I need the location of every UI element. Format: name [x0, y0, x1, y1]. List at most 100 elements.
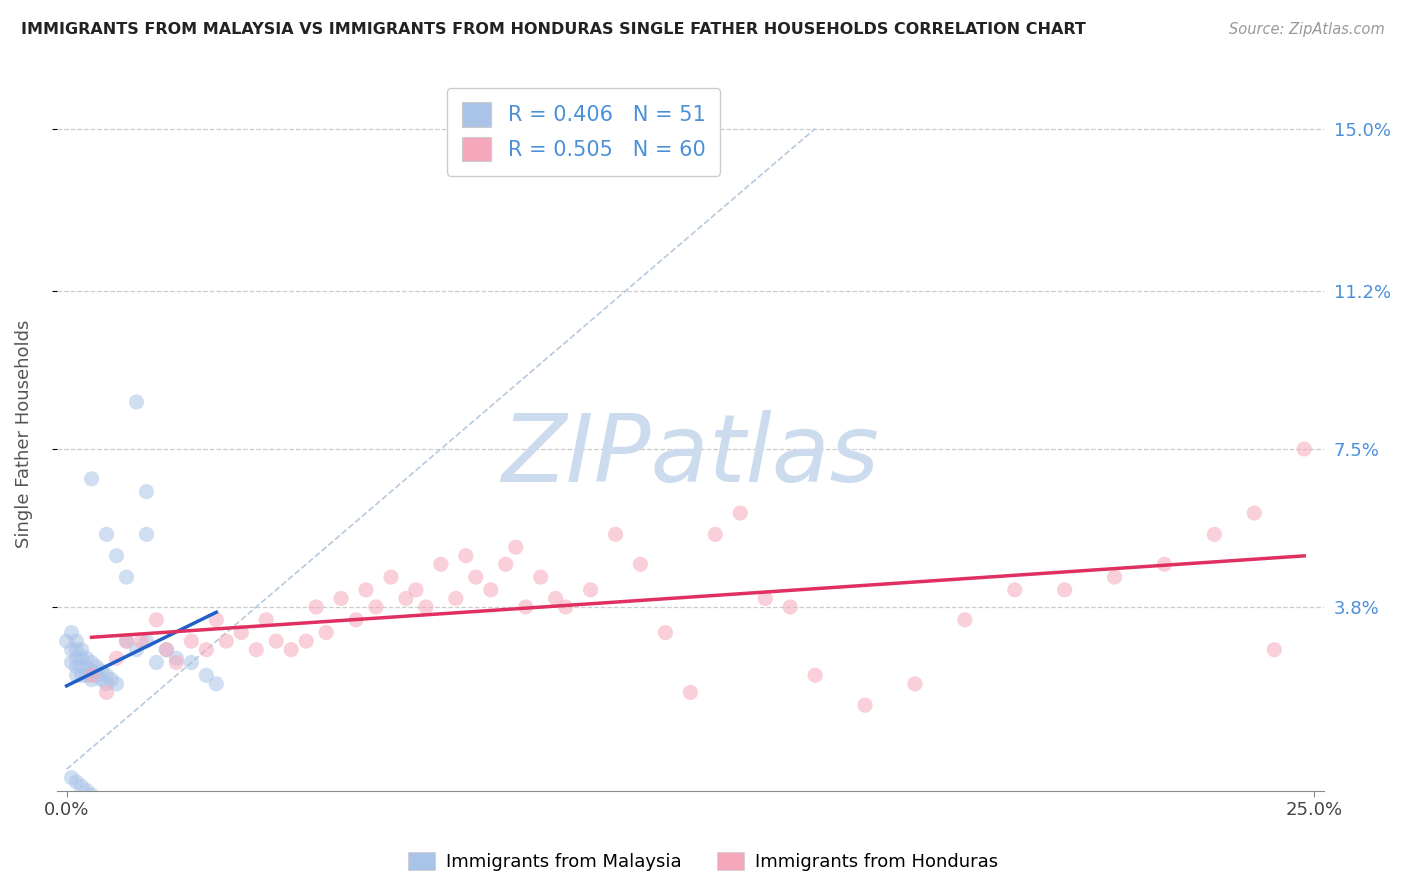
Point [530, 570, 553, 584]
Point [605, 527, 627, 541]
Point [115, 634, 138, 648]
Point [1053, 582, 1076, 597]
Point [80, 668, 103, 682]
Point [354, 582, 377, 597]
Point [96, 677, 118, 691]
Point [80, 472, 103, 486]
Point [145, 656, 167, 670]
Point [953, 613, 976, 627]
Point [100, 673, 122, 687]
Point [90, 797, 112, 811]
Point [1243, 506, 1265, 520]
Point [554, 599, 576, 614]
Point [654, 625, 676, 640]
Point [135, 634, 157, 648]
Point [380, 570, 402, 584]
Point [495, 558, 517, 572]
Point [55, 634, 77, 648]
Point [60, 642, 83, 657]
Point [105, 651, 128, 665]
Point [80, 788, 103, 802]
Point [904, 677, 927, 691]
Legend: R = 0.406   N = 51, R = 0.505   N = 60: R = 0.406 N = 51, R = 0.505 N = 60 [447, 87, 720, 176]
Point [125, 395, 148, 409]
Point [96, 805, 118, 819]
Point [80, 656, 103, 670]
Point [135, 484, 157, 499]
Point [395, 591, 418, 606]
Point [295, 634, 318, 648]
Point [65, 634, 87, 648]
Point [195, 668, 218, 682]
Point [205, 677, 228, 691]
Point [86, 668, 108, 682]
Point [65, 775, 87, 789]
Point [630, 558, 652, 572]
Text: IMMIGRANTS FROM MALAYSIA VS IMMIGRANTS FROM HONDURAS SINGLE FATHER HOUSEHOLDS CO: IMMIGRANTS FROM MALAYSIA VS IMMIGRANTS F… [21, 22, 1085, 37]
Point [105, 814, 128, 828]
Point [315, 625, 337, 640]
Point [90, 664, 112, 678]
Point [415, 599, 437, 614]
Y-axis label: Single Father Households: Single Father Households [15, 320, 32, 549]
Point [86, 659, 108, 673]
Point [125, 642, 148, 657]
Point [65, 668, 87, 682]
Point [330, 591, 353, 606]
Point [804, 668, 827, 682]
Point [205, 613, 228, 627]
Point [1263, 642, 1285, 657]
Point [479, 582, 502, 597]
Point [165, 656, 187, 670]
Point [754, 591, 776, 606]
Point [245, 642, 267, 657]
Point [115, 634, 138, 648]
Point [115, 570, 138, 584]
Point [105, 677, 128, 691]
Point [464, 570, 486, 584]
Point [454, 549, 477, 563]
Point [579, 582, 602, 597]
Point [70, 659, 93, 673]
Point [76, 668, 98, 682]
Point [70, 668, 93, 682]
Point [704, 527, 727, 541]
Point [96, 668, 118, 682]
Point [505, 540, 527, 554]
Point [135, 527, 157, 541]
Point [679, 685, 702, 699]
Legend: Immigrants from Malaysia, Immigrants from Honduras: Immigrants from Malaysia, Immigrants fro… [401, 845, 1005, 879]
Point [305, 599, 328, 614]
Point [76, 783, 98, 797]
Point [145, 613, 167, 627]
Point [155, 642, 177, 657]
Point [515, 599, 537, 614]
Point [70, 642, 93, 657]
Point [730, 506, 752, 520]
Point [1004, 582, 1026, 597]
Point [65, 659, 87, 673]
Point [231, 625, 253, 640]
Point [60, 625, 83, 640]
Point [264, 634, 287, 648]
Point [165, 651, 187, 665]
Point [1153, 558, 1175, 572]
Point [76, 651, 98, 665]
Point [430, 558, 453, 572]
Point [96, 685, 118, 699]
Point [444, 591, 467, 606]
Text: ZIPatlas: ZIPatlas [502, 410, 879, 501]
Point [105, 549, 128, 563]
Point [131, 634, 153, 648]
Point [1104, 570, 1126, 584]
Point [1204, 527, 1226, 541]
Point [215, 634, 238, 648]
Point [195, 642, 218, 657]
Point [96, 527, 118, 541]
Point [544, 591, 567, 606]
Point [779, 599, 801, 614]
Point [280, 642, 302, 657]
Point [1294, 442, 1316, 456]
Point [853, 698, 876, 713]
Point [155, 642, 177, 657]
